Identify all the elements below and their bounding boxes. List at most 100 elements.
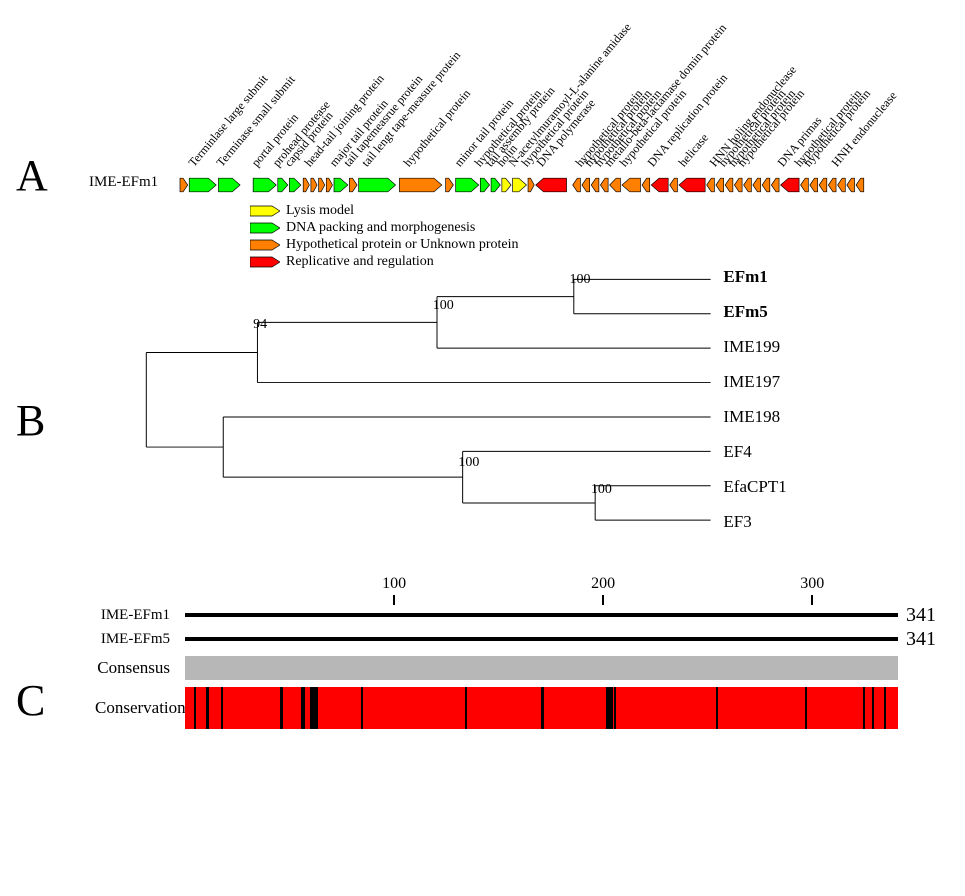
conservation-stripe bbox=[805, 687, 807, 729]
panel-b-label: B bbox=[16, 395, 45, 446]
ruler-tick: 200 bbox=[591, 575, 615, 605]
track-title: IME-EFm1 bbox=[89, 174, 158, 191]
gene-arrow bbox=[670, 178, 678, 192]
gene-arrow bbox=[502, 178, 511, 192]
taxon-label: IME198 bbox=[723, 407, 780, 427]
gene-arrow bbox=[838, 178, 846, 192]
gene-arrow bbox=[219, 178, 241, 192]
gene-arrow bbox=[847, 178, 855, 192]
gene-arrow bbox=[810, 178, 818, 192]
conservation-stripe bbox=[206, 687, 208, 729]
legend-row: Lysis model bbox=[250, 202, 519, 219]
ruler-tick: 300 bbox=[800, 575, 824, 605]
conservation-stripe bbox=[465, 687, 467, 729]
gene-arrow bbox=[734, 178, 742, 192]
gene-arrow bbox=[801, 178, 809, 192]
gene-arrow bbox=[326, 178, 332, 192]
gene-arrow bbox=[513, 178, 527, 192]
gene-arrow bbox=[679, 178, 705, 192]
gene-arrow bbox=[582, 178, 590, 192]
legend-text: DNA packing and morphogenesis bbox=[286, 220, 475, 236]
gene-arrow bbox=[303, 178, 309, 192]
sequence-label: IME-EFm1 bbox=[95, 607, 185, 624]
ruler: 100 200 300 bbox=[95, 575, 943, 603]
gene-arrow bbox=[725, 178, 733, 192]
legend-row: Hypothetical protein or Unknown protein bbox=[250, 236, 519, 253]
sequence-length: 341 bbox=[898, 604, 943, 627]
gene-arrow bbox=[716, 178, 724, 192]
gene-arrow bbox=[278, 178, 288, 192]
gene-arrow bbox=[707, 178, 715, 192]
conservation-stripe bbox=[221, 687, 223, 729]
gene-arrow bbox=[771, 178, 779, 192]
ruler-tick: 100 bbox=[382, 575, 406, 605]
conservation-stripe bbox=[280, 687, 283, 729]
conservation-label: Conservation bbox=[95, 698, 185, 718]
bootstrap-value: 100 bbox=[458, 455, 479, 471]
sequence-row: IME-EFm1 341 bbox=[95, 603, 943, 627]
legend-swatch bbox=[250, 222, 280, 234]
gene-arrow bbox=[349, 178, 357, 192]
legend-row: DNA packing and morphogenesis bbox=[250, 219, 519, 236]
bootstrap-value: 100 bbox=[433, 298, 454, 314]
legend-swatch bbox=[250, 205, 280, 217]
gene-arrow bbox=[189, 178, 216, 192]
gene-arrow bbox=[399, 178, 441, 192]
gene-arrow bbox=[289, 178, 301, 192]
phylo-tree: EFm1EFm5IME199IME197IME198EF4EfaCPT1EF3 … bbox=[95, 265, 950, 565]
gene-arrow bbox=[651, 178, 668, 192]
gene-arrow bbox=[828, 178, 836, 192]
taxon-label: EfaCPT1 bbox=[723, 477, 786, 497]
conservation-stripe bbox=[310, 687, 319, 729]
sequence-label: IME-EFm5 bbox=[95, 631, 185, 648]
legend-text: Lysis model bbox=[286, 203, 354, 219]
gene-track: IME-EFm1 Terminlase large submitTerminas… bbox=[75, 10, 950, 210]
gene-arrow bbox=[446, 178, 454, 192]
sequence-line bbox=[185, 613, 898, 617]
taxon-label: IME199 bbox=[723, 337, 780, 357]
conservation-stripe bbox=[541, 687, 544, 729]
gene-arrow bbox=[359, 178, 396, 192]
bootstrap-value: 100 bbox=[570, 272, 591, 288]
gene-row: Terminlase large submitTerminase small s… bbox=[180, 174, 950, 196]
gene-arrow bbox=[311, 178, 317, 192]
gene-arrow bbox=[591, 178, 599, 192]
sequence-length: 341 bbox=[898, 628, 943, 651]
bootstrap-value: 94 bbox=[253, 317, 267, 333]
gene-arrow bbox=[528, 178, 534, 192]
conservation-bar bbox=[185, 687, 898, 729]
gene-arrow bbox=[819, 178, 827, 192]
gene-arrow bbox=[334, 178, 348, 192]
consensus-row: Consensus bbox=[95, 653, 943, 683]
gene-arrow bbox=[622, 178, 640, 192]
conservation-stripe bbox=[301, 687, 305, 729]
panel-c: C 100 200 300 IME-EFm1 341 IME-EFm5 341 Conse… bbox=[10, 575, 955, 775]
panel-c-label: C bbox=[16, 675, 45, 726]
gene-arrow bbox=[600, 178, 608, 192]
gene-arrow bbox=[319, 178, 325, 192]
conservation-stripe bbox=[863, 687, 865, 729]
legend-swatch bbox=[250, 239, 280, 251]
legend-text: Hypothetical protein or Unknown protein bbox=[286, 237, 519, 253]
gene-arrow bbox=[491, 178, 500, 192]
taxon-label: EFm1 bbox=[723, 267, 767, 287]
gene-arrow bbox=[573, 178, 581, 192]
conservation-stripe bbox=[872, 687, 874, 729]
gene-arrow bbox=[253, 178, 276, 192]
taxon-label: EF4 bbox=[723, 442, 751, 462]
panel-b: B EFm1EFm5IME199IME197IME198EF4EfaCPT1EF… bbox=[10, 265, 955, 565]
conservation-stripe bbox=[606, 687, 613, 729]
gene-arrow bbox=[744, 178, 752, 192]
consensus-label: Consensus bbox=[95, 658, 185, 678]
gene-arrow bbox=[753, 178, 761, 192]
consensus-bar bbox=[185, 656, 898, 680]
gene-arrow bbox=[762, 178, 770, 192]
legend: Lysis modelDNA packing and morphogenesis… bbox=[250, 202, 519, 270]
gene-arrow bbox=[456, 178, 479, 192]
sequence-line bbox=[185, 637, 898, 641]
gene-arrow bbox=[856, 178, 864, 192]
conservation-stripe bbox=[614, 687, 616, 729]
sequence-row: IME-EFm5 341 bbox=[95, 627, 943, 651]
panel-a-label: A bbox=[16, 150, 48, 201]
conservation-stripe bbox=[194, 687, 197, 729]
